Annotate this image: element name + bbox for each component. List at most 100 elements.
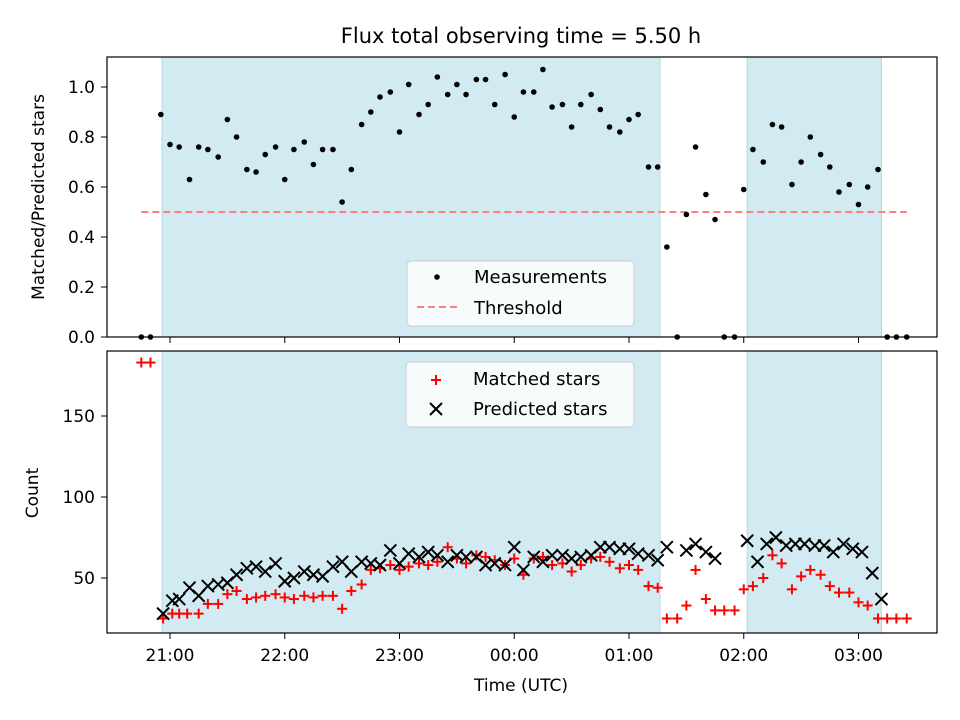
matched-stars-point	[547, 560, 558, 571]
matched-stars-point	[327, 590, 338, 601]
predicted-stars-legend-label: Predicted stars	[473, 399, 607, 420]
measurement-point	[846, 181, 853, 188]
matched-stars-point	[346, 585, 357, 596]
matched-stars-point	[480, 551, 491, 562]
measurement-point	[511, 114, 518, 120]
measurement-point	[387, 89, 394, 95]
measurement-point	[454, 81, 460, 88]
measurement-point	[368, 109, 374, 115]
predicted-stars-point	[555, 548, 570, 563]
measurement-point	[827, 164, 833, 170]
matched-stars-point	[595, 551, 606, 562]
matched-stars-point	[796, 571, 807, 582]
matched-stars-point	[528, 553, 539, 564]
matched-stars-point	[394, 564, 405, 575]
measurement-point	[703, 191, 709, 198]
bottom-panel: 50 100 150 21:00 22:00 23:00 00:00 01:00 02:00 0…	[23, 350, 938, 696]
matched-stars-point	[604, 556, 615, 567]
measurement-point	[807, 134, 814, 140]
matched-stars-point	[308, 592, 319, 603]
predicted-stars-point	[536, 555, 550, 569]
measurement-point	[617, 129, 623, 135]
predicted-stars-point	[249, 559, 263, 574]
measurement-point	[778, 124, 785, 130]
measurement-point	[559, 101, 566, 108]
matched-stars-point	[767, 550, 778, 561]
measurement-point	[606, 124, 613, 130]
measurement-point	[330, 146, 336, 153]
top-legend-box	[406, 260, 635, 327]
bottom-x-tick-label: 21:00	[146, 646, 195, 666]
measurement-point	[215, 154, 221, 160]
matched-stars-point	[566, 566, 577, 577]
matched-stars-point	[901, 613, 912, 624]
matched-stars-point	[633, 564, 644, 575]
predicted-stars-point	[855, 545, 869, 559]
measurement-point	[789, 181, 795, 188]
predicted-stars-point	[527, 550, 541, 564]
matched-stars-point	[891, 613, 902, 624]
matched-stars-point	[776, 558, 787, 569]
measurement-point	[396, 129, 403, 135]
measurement-point	[664, 244, 670, 250]
matched-stars-points	[136, 357, 912, 624]
matched-stars-point	[222, 589, 233, 600]
measurement-point	[597, 106, 604, 113]
bottom-y-tick-label: 100	[63, 488, 95, 508]
predicted-stars-point	[373, 558, 387, 572]
matched-stars-point	[423, 560, 434, 571]
predicted-stars-point	[660, 540, 674, 554]
predicted-stars-point	[769, 530, 783, 545]
predicted-stars-point	[817, 538, 831, 553]
matched-stars-point	[614, 563, 625, 574]
measurement-point	[769, 121, 776, 128]
bottom-x-tick-label: 23:00	[375, 646, 424, 666]
measurement-point	[158, 111, 164, 118]
measurement-point	[272, 144, 279, 150]
predicted-stars-point	[699, 545, 713, 559]
predicted-stars-point	[268, 556, 283, 571]
bottom-y-tick-label: 50	[73, 569, 95, 589]
measurement-point	[798, 159, 804, 165]
measurement-point	[281, 176, 288, 183]
measurement-point	[626, 116, 632, 123]
measurement-point	[463, 91, 469, 98]
predicted-stars-point	[440, 555, 455, 569]
matched-stars-point	[461, 558, 472, 569]
measurement-point	[291, 146, 297, 153]
matched-stars-point	[719, 605, 730, 616]
measurement-point	[244, 166, 250, 173]
matched-stars-point	[471, 550, 482, 561]
measurement-point	[482, 76, 489, 83]
matched-stars-point	[672, 613, 683, 624]
matched-stars-point	[414, 558, 425, 569]
measurement-point	[654, 164, 661, 170]
predicted-stars-point	[650, 553, 665, 567]
measurement-point	[635, 111, 641, 118]
predicted-stars-legend-marker	[429, 402, 443, 416]
matched-stars-point	[652, 582, 663, 593]
bottom-x-tick-label: 02:00	[719, 646, 768, 666]
matched-stars-point	[681, 600, 692, 611]
measurement-point	[425, 101, 431, 108]
predicted-stars-point	[229, 568, 244, 582]
predicted-stars-point	[750, 555, 765, 569]
measurement-point	[348, 166, 355, 173]
measurement-point	[358, 121, 365, 128]
bottom-y-tick-label: 150	[63, 407, 95, 427]
measurement-point	[750, 146, 756, 153]
bottom-y-axis-label: Count	[23, 467, 43, 518]
measurement-point	[875, 166, 881, 173]
measurement-point	[377, 94, 383, 100]
measurements-legend-label: Measurements	[474, 267, 607, 288]
measurement-point	[405, 81, 412, 88]
matched-stars-point	[747, 581, 758, 592]
measurement-point	[167, 141, 173, 148]
matched-stars-point	[241, 594, 252, 605]
predicted-stars-point	[498, 558, 512, 572]
matched-stars-point	[853, 597, 864, 608]
predicted-stars-point	[545, 548, 559, 563]
measurement-point	[310, 161, 317, 168]
predicted-stars-point	[516, 563, 531, 577]
